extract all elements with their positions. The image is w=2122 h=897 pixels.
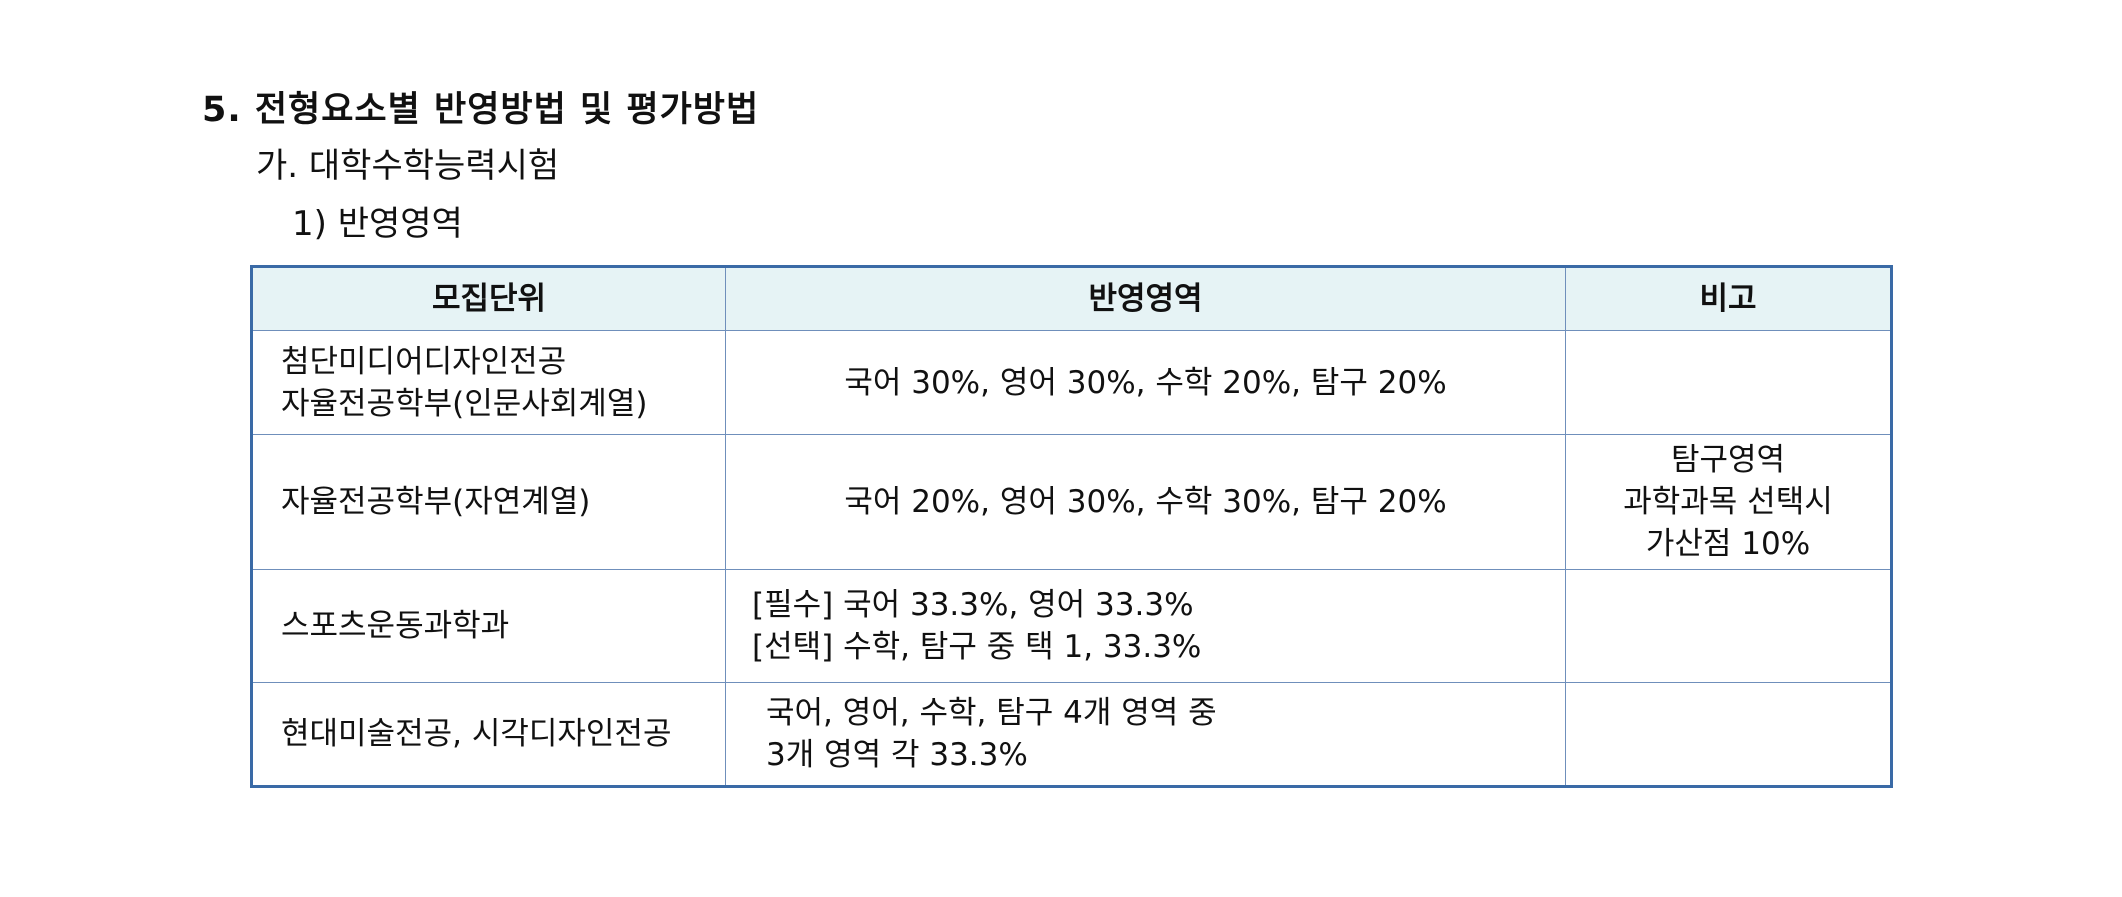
unit-cell: 자율전공학부(자연계열) bbox=[251, 434, 726, 570]
unit-cell: 현대미술전공, 시각디자인전공 bbox=[251, 682, 726, 787]
table-header-row: 모집단위 반영영역 비고 bbox=[251, 266, 1892, 331]
note-cell bbox=[1565, 682, 1892, 787]
areas-cell: 국어 20%, 영어 30%, 수학 30%, 탐구 20% bbox=[725, 434, 1566, 570]
note-line: 과학과목 선택시 bbox=[1623, 484, 1833, 520]
unit-cell: 첨단미디어디자인전공 자율전공학부(인문사회계열) bbox=[251, 330, 726, 435]
note-cell bbox=[1565, 330, 1892, 435]
unit-line: 첨단미디어디자인전공 bbox=[281, 343, 567, 380]
note-cell bbox=[1565, 569, 1892, 683]
areas-line: 국어 30%, 영어 30%, 수학 20%, 탐구 20% bbox=[844, 364, 1447, 401]
note-line: 탐구영역 bbox=[1670, 442, 1786, 478]
areas-line: [선택] 수학, 탐구 중 택 1, 33.3% bbox=[752, 629, 1202, 665]
subsection-heading: 가. 대학수학능력시험 bbox=[256, 146, 560, 186]
reflection-area-table: 모집단위 반영영역 비고 첨단미디어디자인전공 자율전공학부(인문사회계열) 국… bbox=[250, 265, 1893, 788]
table-row: 현대미술전공, 시각디자인전공 국어, 영어, 수학, 탐구 4개 영역 중 3… bbox=[251, 682, 1892, 787]
areas-line: 국어 20%, 영어 30%, 수학 30%, 탐구 20% bbox=[844, 484, 1447, 520]
table-row: 첨단미디어디자인전공 자율전공학부(인문사회계열) 국어 30%, 영어 30%… bbox=[251, 330, 1892, 435]
unit-line: 현대미술전공, 시각디자인전공 bbox=[281, 716, 672, 752]
column-header-areas: 반영영역 bbox=[725, 266, 1566, 331]
areas-line: 국어, 영어, 수학, 탐구 4개 영역 중 bbox=[766, 695, 1217, 731]
areas-cell: [필수] 국어 33.3%, 영어 33.3% [선택] 수학, 탐구 중 택 … bbox=[725, 569, 1566, 683]
areas-line: 3개 영역 각 33.3% bbox=[766, 737, 1028, 773]
column-header-unit: 모집단위 bbox=[251, 266, 726, 331]
column-header-note: 비고 bbox=[1565, 266, 1892, 331]
unit-line: 스포츠운동과학과 bbox=[281, 608, 510, 644]
item-heading: 1) 반영영역 bbox=[292, 204, 463, 244]
note-cell: 탐구영역 과학과목 선택시 가산점 10% bbox=[1565, 434, 1892, 570]
areas-cell: 국어 30%, 영어 30%, 수학 20%, 탐구 20% bbox=[725, 330, 1566, 435]
unit-line: 자율전공학부(자연계열) bbox=[281, 484, 591, 520]
areas-cell: 국어, 영어, 수학, 탐구 4개 영역 중 3개 영역 각 33.3% bbox=[725, 682, 1566, 787]
areas-line: [필수] 국어 33.3%, 영어 33.3% bbox=[752, 587, 1194, 623]
note-line: 가산점 10% bbox=[1645, 526, 1811, 562]
section-heading: 5. 전형요소별 반영방법 및 평가방법 bbox=[202, 90, 760, 130]
table-row: 자율전공학부(자연계열) 국어 20%, 영어 30%, 수학 30%, 탐구 … bbox=[251, 434, 1892, 570]
unit-cell: 스포츠운동과학과 bbox=[251, 569, 726, 683]
unit-line: 자율전공학부(인문사회계열) bbox=[281, 385, 648, 422]
table-row: 스포츠운동과학과 [필수] 국어 33.3%, 영어 33.3% [선택] 수학… bbox=[251, 569, 1892, 683]
